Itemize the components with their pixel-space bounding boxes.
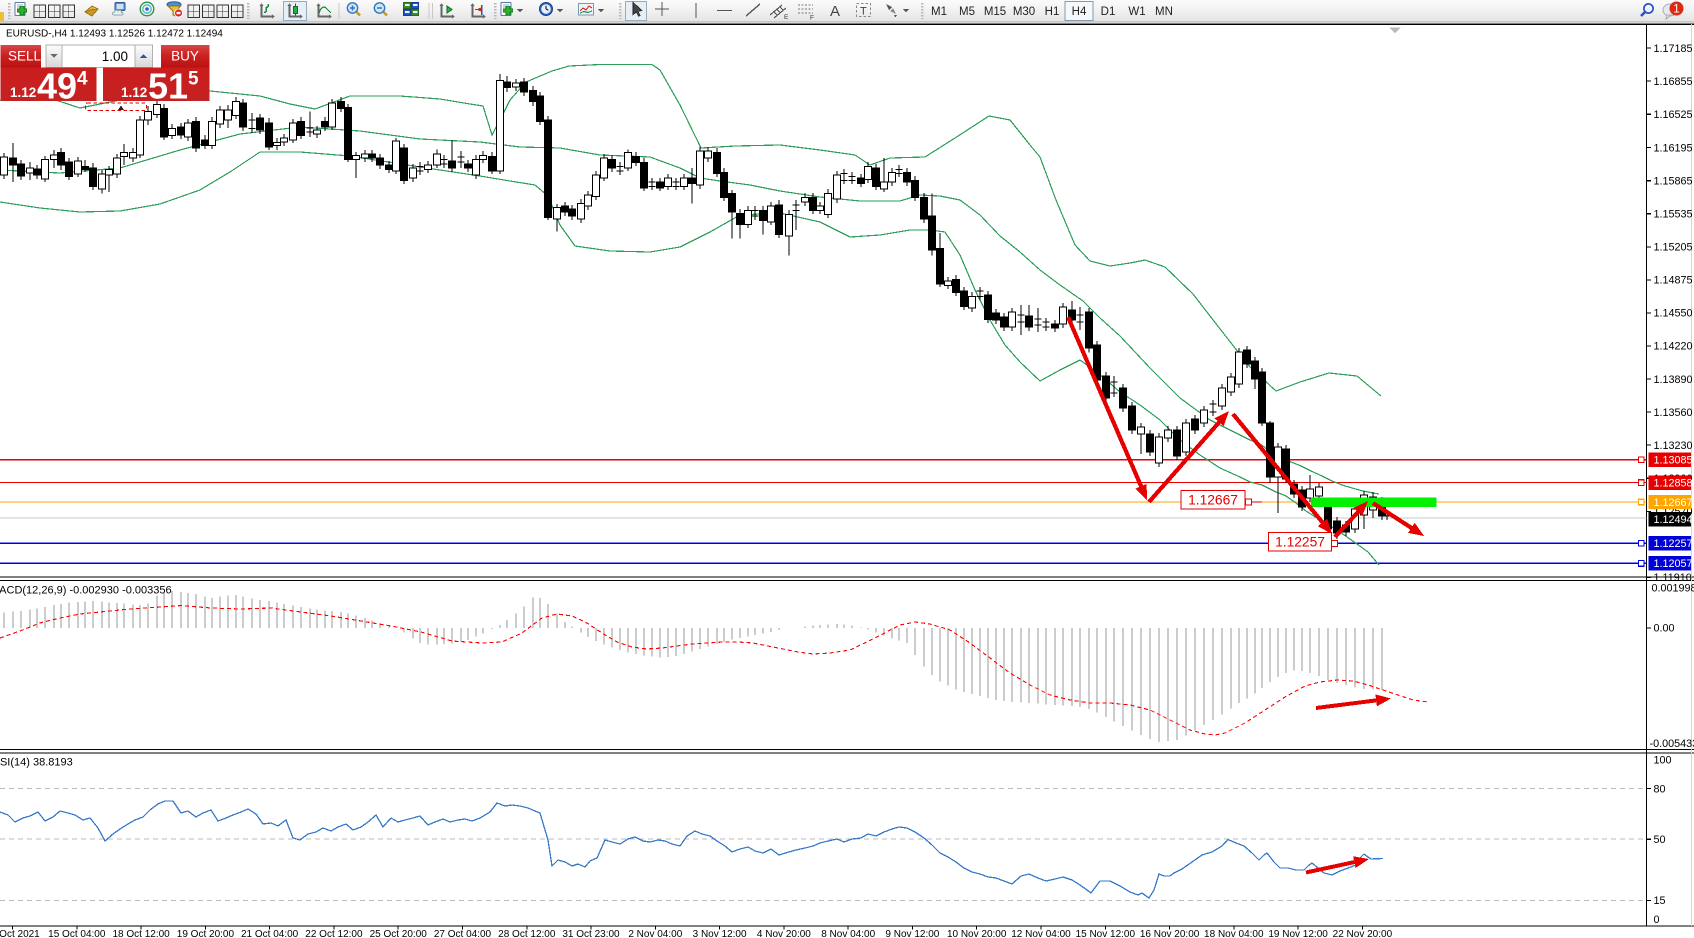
svg-text:1.14875: 1.14875 bbox=[1654, 275, 1693, 287]
svg-text:1.13230: 1.13230 bbox=[1654, 440, 1693, 452]
svg-text:1.12667: 1.12667 bbox=[1654, 497, 1693, 509]
svg-text:10 Nov 20:00: 10 Nov 20:00 bbox=[947, 929, 1007, 938]
svg-text:RSI(14) 38.8193: RSI(14) 38.8193 bbox=[0, 757, 73, 769]
svg-text:1.16525: 1.16525 bbox=[1654, 109, 1693, 121]
svg-text:22 Nov 20:00: 22 Nov 20:00 bbox=[1333, 929, 1393, 938]
svg-text:0.00: 0.00 bbox=[1654, 623, 1675, 635]
svg-text:1.12494: 1.12494 bbox=[1654, 514, 1693, 526]
svg-text:H4: H4 bbox=[1072, 6, 1087, 18]
svg-text:MACD(12,26,9) -0.002930 -0.003: MACD(12,26,9) -0.002930 -0.003356 bbox=[0, 585, 172, 597]
svg-text:19 Oct 20:00: 19 Oct 20:00 bbox=[177, 929, 235, 938]
svg-text:2 Nov 04:00: 2 Nov 04:00 bbox=[628, 929, 682, 938]
svg-text:1.15865: 1.15865 bbox=[1654, 176, 1693, 188]
svg-text:A: A bbox=[830, 3, 840, 20]
svg-text:F: F bbox=[810, 15, 814, 22]
svg-text:M1: M1 bbox=[931, 6, 947, 18]
svg-text:1.12057: 1.12057 bbox=[1654, 558, 1693, 570]
svg-text:4: 4 bbox=[77, 69, 88, 90]
svg-text:19 Nov 12:00: 19 Nov 12:00 bbox=[1268, 929, 1328, 938]
svg-text:1.17185: 1.17185 bbox=[1654, 43, 1693, 55]
svg-text:1.13085: 1.13085 bbox=[1654, 455, 1693, 467]
svg-text:9 Nov 12:00: 9 Nov 12:00 bbox=[885, 929, 939, 938]
svg-text:1.13560: 1.13560 bbox=[1654, 407, 1693, 419]
svg-text:1.12: 1.12 bbox=[121, 85, 147, 100]
svg-text:100: 100 bbox=[1654, 755, 1672, 767]
svg-text:3 Nov 12:00: 3 Nov 12:00 bbox=[693, 929, 747, 938]
svg-text:80: 80 bbox=[1654, 783, 1666, 795]
svg-text:50: 50 bbox=[1654, 834, 1666, 846]
svg-text:SELL: SELL bbox=[8, 49, 42, 64]
svg-text:M5: M5 bbox=[959, 6, 975, 18]
svg-text:1: 1 bbox=[1673, 4, 1679, 16]
svg-text:1.12667: 1.12667 bbox=[1188, 493, 1238, 508]
svg-text:31 Oct 23:00: 31 Oct 23:00 bbox=[562, 929, 620, 938]
svg-text:W1: W1 bbox=[1128, 6, 1145, 18]
svg-text:H1: H1 bbox=[1045, 6, 1060, 18]
svg-text:22 Oct 12:00: 22 Oct 12:00 bbox=[305, 929, 363, 938]
svg-text:M30: M30 bbox=[1013, 6, 1035, 18]
svg-text:0.001998: 0.001998 bbox=[1652, 583, 1694, 595]
svg-text:T: T bbox=[860, 6, 867, 18]
svg-text:21 Oct 04:00: 21 Oct 04:00 bbox=[241, 929, 299, 938]
svg-text:1.12: 1.12 bbox=[10, 85, 36, 100]
svg-text:1.16195: 1.16195 bbox=[1654, 142, 1693, 154]
svg-text:1.12257: 1.12257 bbox=[1654, 538, 1693, 550]
svg-text:EURUSD-,H4 1.12493 1.12526 1.: EURUSD-,H4 1.12493 1.12526 1.12472 1.124… bbox=[6, 28, 223, 39]
svg-text:15 Nov 12:00: 15 Nov 12:00 bbox=[1076, 929, 1136, 938]
svg-text:1.16855: 1.16855 bbox=[1654, 76, 1693, 88]
svg-text:BUY: BUY bbox=[171, 49, 199, 64]
svg-text:1.11910: 1.11910 bbox=[1654, 572, 1692, 584]
svg-text:1.15535: 1.15535 bbox=[1654, 209, 1693, 221]
svg-text:28 Oct 12:00: 28 Oct 12:00 bbox=[498, 929, 556, 938]
svg-text:1.14550: 1.14550 bbox=[1654, 308, 1693, 320]
svg-text:0: 0 bbox=[1654, 914, 1660, 926]
svg-text:25 Oct 20:00: 25 Oct 20:00 bbox=[370, 929, 428, 938]
svg-text:49: 49 bbox=[37, 66, 77, 107]
svg-text:1.14220: 1.14220 bbox=[1654, 341, 1693, 353]
svg-text:15 Oct 04:00: 15 Oct 04:00 bbox=[48, 929, 106, 938]
svg-text:8 Nov 04:00: 8 Nov 04:00 bbox=[821, 929, 875, 938]
svg-text:D1: D1 bbox=[1101, 6, 1116, 18]
svg-text:18 Nov 04:00: 18 Nov 04:00 bbox=[1204, 929, 1264, 938]
svg-text:27 Oct 04:00: 27 Oct 04:00 bbox=[434, 929, 492, 938]
svg-text:5: 5 bbox=[188, 69, 199, 90]
svg-text:18 Oct 12:00: 18 Oct 12:00 bbox=[112, 929, 170, 938]
svg-text:1.12858: 1.12858 bbox=[1654, 477, 1693, 489]
svg-text:4 Nov 20:00: 4 Nov 20:00 bbox=[757, 929, 811, 938]
svg-text:1.13890: 1.13890 bbox=[1654, 374, 1693, 386]
svg-text:-0.005433: -0.005433 bbox=[1650, 738, 1694, 750]
svg-text:12 Nov 04:00: 12 Nov 04:00 bbox=[1011, 929, 1071, 938]
svg-text:16 Nov 20:00: 16 Nov 20:00 bbox=[1140, 929, 1200, 938]
svg-text:1.00: 1.00 bbox=[102, 49, 128, 64]
svg-text:1.12257: 1.12257 bbox=[1275, 534, 1325, 549]
svg-text:MN: MN bbox=[1155, 6, 1173, 18]
svg-text:14 Oct 2021: 14 Oct 2021 bbox=[0, 929, 40, 938]
svg-text:E: E bbox=[784, 14, 789, 21]
svg-text:M15: M15 bbox=[984, 6, 1006, 18]
svg-text:51: 51 bbox=[148, 66, 188, 107]
svg-text:15: 15 bbox=[1654, 895, 1666, 907]
svg-text:1.15205: 1.15205 bbox=[1654, 242, 1693, 254]
